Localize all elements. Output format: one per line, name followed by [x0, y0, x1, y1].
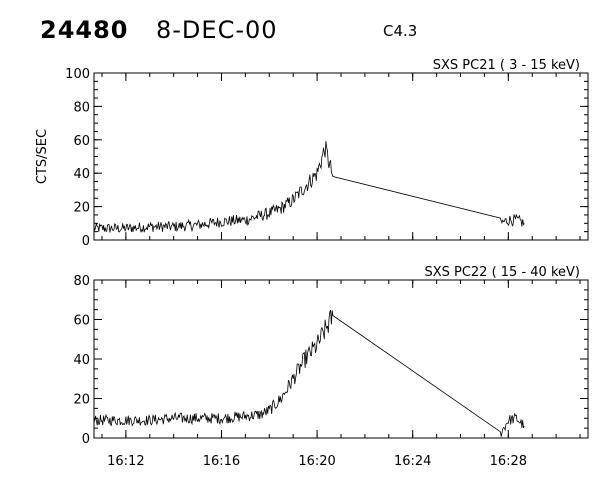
y-axis-label: CTS/SEC [35, 129, 50, 184]
flare-class: C4.3 [383, 22, 418, 40]
y-tick-label: 60 [73, 314, 90, 329]
y-tick-label: 0 [82, 234, 90, 249]
y-tick-label: 100 [65, 67, 90, 82]
observation-date: 8-DEC-00 [156, 16, 278, 44]
data-series-line [93, 140, 525, 233]
x-tick-label: 16:12 [107, 454, 144, 469]
x-tick-label: 16:28 [490, 454, 527, 469]
y-tick-label: 20 [73, 393, 90, 408]
y-tick-label: 40 [73, 353, 90, 368]
panel-title: SXS PC21 ( 3 - 15 keV) [433, 58, 580, 73]
y-tick-label: 20 [73, 201, 90, 216]
x-tick-label: 16:16 [203, 454, 240, 469]
panel-title: SXS PC22 ( 15 - 40 keV) [424, 265, 580, 280]
observation-number: 24480 [40, 16, 129, 44]
y-tick-label: 40 [73, 167, 90, 182]
data-series-line [93, 310, 525, 437]
y-tick-label: 0 [82, 432, 90, 447]
x-tick-label: 16:20 [298, 454, 335, 469]
plot-frame-2 [93, 279, 589, 439]
y-tick-label: 60 [73, 134, 90, 149]
x-tick-label: 16:24 [394, 454, 431, 469]
y-tick-label: 80 [73, 100, 90, 115]
y-tick-label: 80 [73, 274, 90, 289]
